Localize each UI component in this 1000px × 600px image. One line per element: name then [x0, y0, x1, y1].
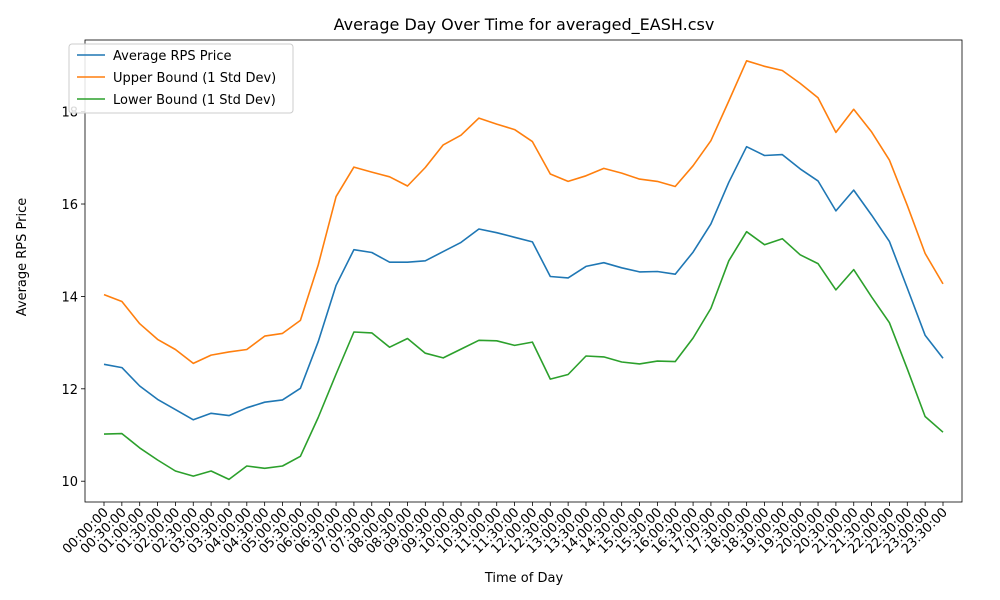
legend-label: Average RPS Price — [113, 49, 232, 64]
y-axis-label: Average RPS Price — [15, 198, 30, 317]
y-tick-label: 16 — [61, 198, 78, 213]
series-line-1 — [103, 59, 944, 365]
legend: Average RPS Price Upper Bound (1 Std Dev)… — [68, 43, 294, 114]
legend-label: Lower Bound (1 Std Dev) — [113, 93, 276, 108]
legend-label: Upper Bound (1 Std Dev) — [113, 71, 276, 86]
series-line-2 — [103, 230, 944, 481]
x-axis-ticks: 00:00:0000:30:0001:00:0001:30:0002:00:00… — [60, 502, 951, 557]
plot-area — [84, 39, 963, 503]
plot-frame — [84, 39, 963, 503]
y-tick-label: 12 — [61, 383, 78, 398]
chart-title: Average Day Over Time for averaged_EASH.… — [334, 15, 715, 35]
legend-box — [68, 43, 294, 114]
series-lines — [103, 59, 944, 481]
series-line-0 — [103, 145, 944, 421]
y-tick-label: 14 — [61, 290, 78, 305]
y-tick-label: 10 — [61, 475, 78, 490]
x-axis-label: Time of Day — [484, 571, 564, 586]
